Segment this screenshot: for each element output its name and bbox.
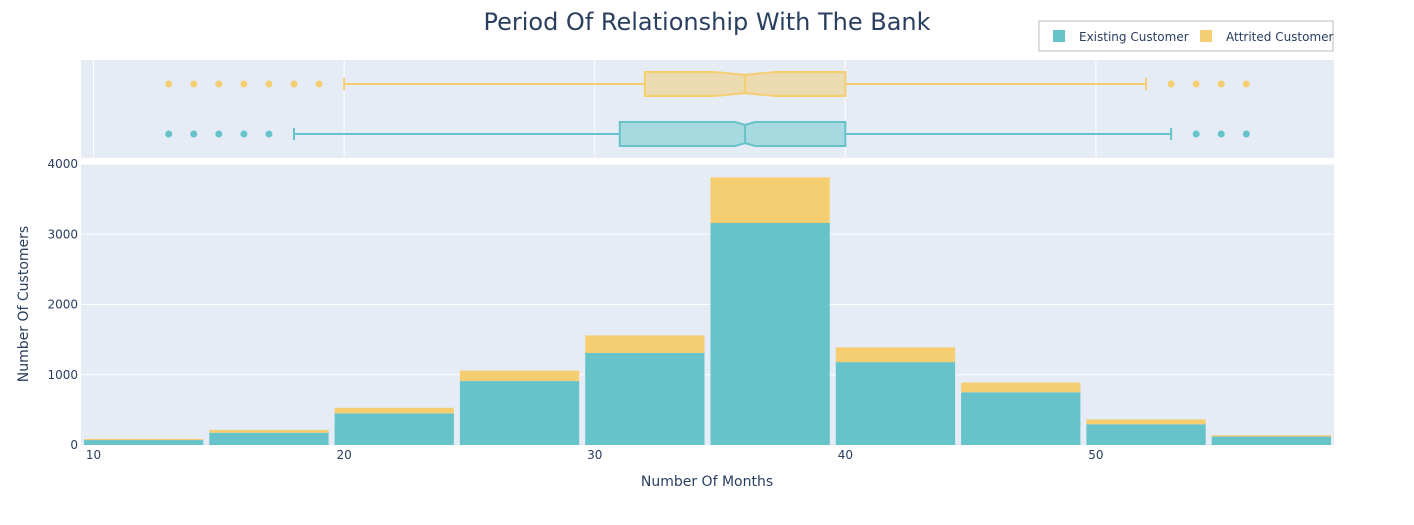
bar-existing-customer <box>1211 436 1331 445</box>
box-outlier-point <box>165 80 173 88</box>
y-axis-ticks: 0 1000 2000 3000 4000 <box>47 157 78 452</box>
box-outlier-point <box>1167 80 1175 88</box>
legend-swatch-attrited[interactable] <box>1200 30 1212 42</box>
bar-attrited-customer <box>84 439 204 441</box>
y-tick-label: 0 <box>70 438 78 452</box>
x-tick-label: 10 <box>86 448 101 462</box>
bar-attrited-customer <box>585 335 705 353</box>
bar-existing-customer <box>585 352 705 445</box>
box-outlier-point <box>1192 80 1200 88</box>
marginal-box-plots <box>165 71 1250 147</box>
legend-label-attrited[interactable]: Attrited Customer <box>1226 30 1334 44</box>
box-outlier-point <box>190 80 198 88</box>
box-outlier-point <box>215 80 223 88</box>
x-tick-label: 20 <box>336 448 351 462</box>
y-tick-label: 4000 <box>47 157 78 171</box>
y-axis-title: Number Of Customers <box>16 226 32 382</box>
box-outlier-point <box>215 130 223 138</box>
box-outlier-point <box>290 80 298 88</box>
bar-attrited-customer <box>334 407 454 414</box>
bar-attrited-customer <box>209 429 329 433</box>
box-outlier-point <box>165 130 173 138</box>
box-outlier-point <box>315 80 323 88</box>
bar-existing-customer <box>334 413 454 445</box>
box-outlier-point <box>190 130 198 138</box>
box-body <box>618 121 847 147</box>
bar-attrited-customer <box>710 177 830 224</box>
bar-attrited-customer <box>1086 419 1206 425</box>
x-tick-label: 40 <box>838 448 853 462</box>
box-outlier-point <box>1242 130 1250 138</box>
box-outlier-point <box>265 130 273 138</box>
chart-title: Period Of Relationship With The Bank <box>483 8 930 36</box>
y-tick-label: 2000 <box>47 298 78 312</box>
box-outlier-point <box>240 130 248 138</box>
bar-attrited-customer <box>961 382 1081 393</box>
box-plot-attrited-customer <box>165 71 1250 97</box>
bar-attrited-customer <box>835 347 956 363</box>
x-tick-label: 50 <box>1088 448 1103 462</box>
legend-swatch-existing[interactable] <box>1053 30 1065 42</box>
bar-existing-customer <box>835 362 956 445</box>
box-outlier-point <box>1242 80 1250 88</box>
bar-existing-customer <box>459 381 580 445</box>
y-tick-label: 1000 <box>47 368 78 382</box>
x-tick-label: 30 <box>587 448 602 462</box>
bar-attrited-customer <box>459 370 580 382</box>
box-outlier-point <box>1192 130 1200 138</box>
box-outlier-point <box>1217 80 1225 88</box>
box-plot-existing-customer <box>165 121 1250 147</box>
bar-existing-customer <box>710 223 830 445</box>
box-outlier-point <box>265 80 273 88</box>
box-outlier-point <box>1217 130 1225 138</box>
legend-box <box>1038 20 1334 52</box>
histogram-gridlines <box>81 163 1334 376</box>
bar-existing-customer <box>1086 424 1206 445</box>
box-outlier-point <box>240 80 248 88</box>
legend-label-existing[interactable]: Existing Customer <box>1079 30 1189 44</box>
x-axis-title: Number Of Months <box>641 474 773 490</box>
bar-existing-customer <box>961 392 1081 445</box>
legend[interactable]: Existing Customer Attrited Customer <box>1038 20 1334 52</box>
bar-attrited-customer <box>1211 435 1331 437</box>
x-axis-ticks: 10 20 30 40 50 <box>86 448 1104 462</box>
bar-existing-customer <box>84 440 204 445</box>
bar-existing-customer <box>209 432 329 445</box>
y-tick-label: 3000 <box>47 227 78 241</box>
histogram-bars <box>84 177 1331 445</box>
